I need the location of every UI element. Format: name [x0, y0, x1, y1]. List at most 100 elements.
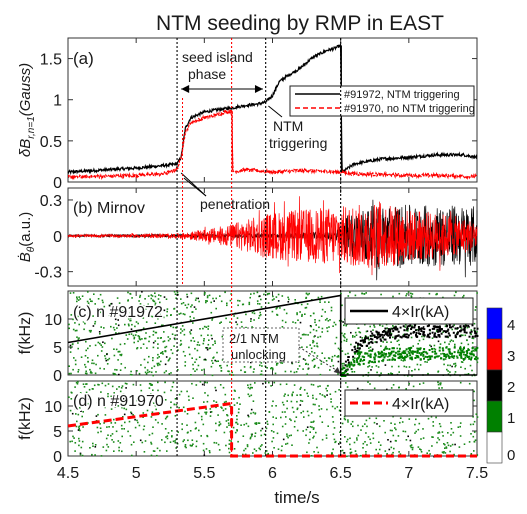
mode-band-cell [434, 332, 437, 335]
spectrogram-cell [280, 449, 283, 452]
mode-band-cell [410, 356, 413, 359]
mode-band-cell [443, 353, 446, 355]
spectrogram-cell [207, 343, 210, 346]
mode-band-cell [383, 330, 386, 333]
spectrogram-cell [89, 372, 92, 374]
spectrogram-cell [312, 403, 315, 406]
spectrogram-cell [276, 313, 278, 316]
spectrogram-cell [367, 336, 369, 338]
spectrogram-cell [309, 425, 312, 428]
spectrogram-cell [251, 435, 253, 437]
spectrogram-cell [331, 452, 333, 454]
spectrogram-cell [442, 331, 444, 333]
mode-band-cell [418, 348, 421, 351]
spectrogram-cell [460, 342, 463, 345]
annotation-phase: phase [188, 66, 226, 82]
spectrogram-cell [171, 333, 174, 335]
spectrogram-cell [313, 366, 315, 368]
spectrogram-cell [469, 332, 472, 335]
spectrogram-cell [148, 382, 151, 385]
spectrogram-cell [225, 420, 228, 422]
spectrogram-cell [267, 452, 269, 455]
mode-band-cell [375, 336, 378, 339]
spectrogram-cell [78, 306, 81, 309]
spectrogram-cell [70, 346, 72, 348]
spectrogram-cell [203, 358, 205, 361]
spectrogram-cell [144, 308, 147, 310]
spectrogram-cell [290, 400, 293, 403]
spectrogram-cell [387, 439, 389, 441]
spectrogram-cell [68, 327, 70, 330]
spectrogram-cell [469, 423, 472, 426]
spectrogram-cell [295, 416, 298, 418]
spectrogram-cell [450, 339, 453, 341]
spectrogram-cell [373, 356, 375, 359]
mode-band-cell [361, 355, 364, 358]
spectrogram-cell [97, 354, 99, 357]
spectrogram-cell [433, 344, 436, 347]
spectrogram-cell [404, 326, 406, 328]
mode-band-cell [435, 355, 438, 358]
spectrogram-cell [169, 441, 172, 443]
spectrogram-cell [399, 453, 402, 455]
mode-band-cell [417, 347, 420, 350]
spectrogram-cell [286, 433, 288, 435]
spectrogram-cell [255, 422, 258, 424]
mode-band-cell [372, 334, 375, 337]
spectrogram-cell [195, 297, 198, 300]
mode-band-cell [420, 330, 423, 333]
mode-band-cell [355, 350, 358, 353]
mode-band-cell [462, 351, 465, 354]
spectrogram-cell [310, 421, 312, 423]
y-label-unit: (a.u.) [17, 212, 34, 247]
spectrogram-cell [104, 355, 106, 357]
spectrogram-cell [231, 371, 233, 374]
spectrogram-cell [424, 361, 426, 363]
mode-band-cell [392, 347, 395, 350]
spectrogram-cell [181, 423, 183, 425]
spectrogram-cell [170, 401, 172, 403]
spectrogram-cell [296, 313, 298, 316]
spectrogram-cell [410, 446, 412, 449]
spectrogram-cell [454, 443, 456, 446]
mode-band-cell [406, 353, 409, 356]
spectrogram-cell [190, 374, 192, 376]
spectrogram-cell [198, 356, 201, 358]
spectrogram-cell [245, 422, 248, 425]
spectrogram-cell [246, 445, 249, 448]
spectrogram-cell [268, 292, 271, 295]
spectrogram-cell [126, 315, 128, 317]
spectrogram-cell [107, 395, 109, 398]
spectrogram-cell [188, 346, 190, 349]
spectrogram-cell [252, 400, 255, 402]
mode-band-cell [388, 358, 391, 361]
spectrogram-cell [291, 394, 293, 397]
spectrogram-cell [193, 317, 195, 319]
spectrogram-cell [349, 448, 352, 450]
spectrogram-cell [451, 365, 453, 368]
spectrogram-cell [341, 332, 343, 335]
mode-band-cell [379, 338, 382, 341]
mode-band-cell [438, 349, 441, 352]
mode-band-cell [450, 326, 452, 329]
spectrogram-cell [91, 359, 94, 362]
spectrogram-cell [450, 434, 452, 436]
spectrogram-cell [138, 337, 141, 339]
spectrogram-cell [353, 441, 356, 444]
spectrogram-cell [97, 431, 99, 434]
y-tick-label: 5 [53, 340, 62, 357]
spectrogram-cell [199, 328, 201, 330]
mode-band-cell [473, 327, 476, 330]
spectrogram-cell [207, 325, 210, 328]
spectrogram-cell [372, 437, 375, 440]
spectrogram-cell [213, 300, 215, 302]
spectrogram-cell [313, 312, 315, 315]
spectrogram-cell [150, 401, 153, 403]
spectrogram-cell [342, 365, 344, 367]
spectrogram-cell [306, 346, 308, 348]
spectrogram-cell [309, 331, 312, 334]
spectrogram-cell [343, 324, 345, 327]
spectrogram-cell [296, 312, 298, 314]
spectrogram-cell [300, 412, 302, 414]
